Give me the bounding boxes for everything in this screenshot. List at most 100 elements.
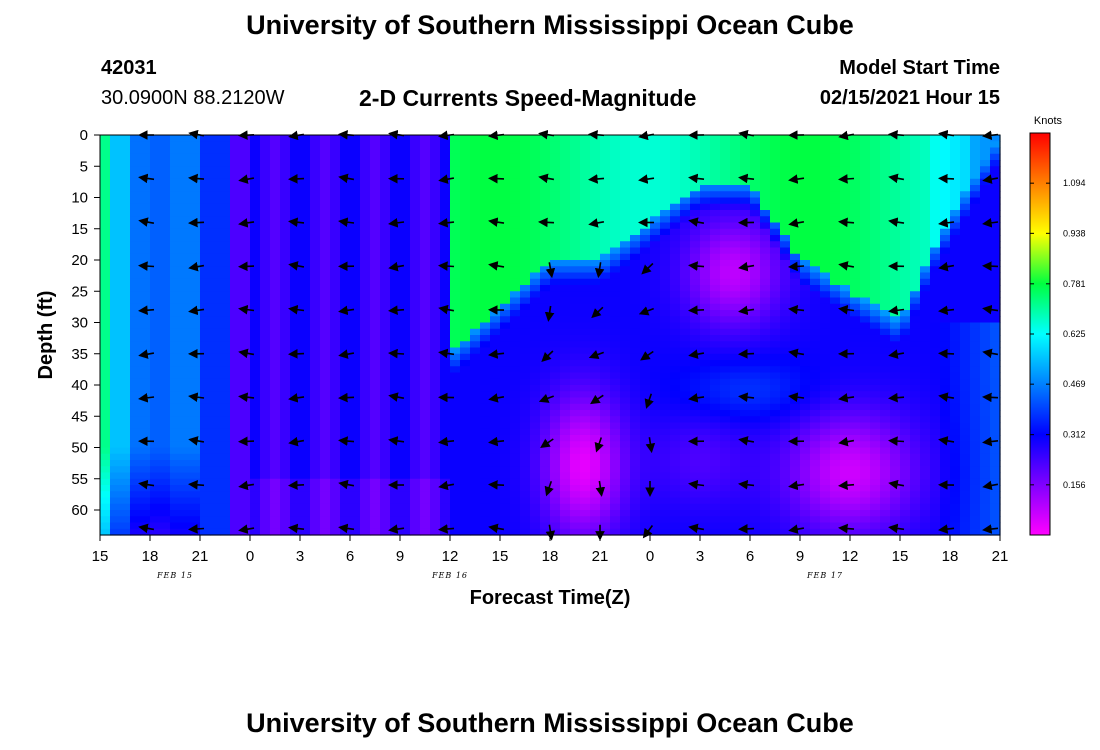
heatmap-cell (400, 210, 411, 217)
heatmap-cell (560, 403, 571, 411)
heatmap-cell (640, 291, 651, 299)
heatmap-cell (310, 316, 321, 324)
heatmap-cell (590, 228, 601, 236)
heatmap-cell (540, 316, 551, 324)
heatmap-cell (670, 266, 681, 274)
heatmap-cell (700, 528, 711, 536)
heatmap-cell (270, 260, 281, 267)
heatmap-cell (660, 253, 671, 261)
heatmap-cell (370, 160, 381, 167)
heatmap-cell (280, 441, 291, 449)
heatmap-cell (630, 310, 641, 317)
heatmap-cell (250, 260, 261, 267)
heatmap-cell (630, 341, 641, 349)
heatmap-cell (470, 441, 481, 449)
heatmap-cell (440, 197, 451, 205)
heatmap-cell (180, 466, 191, 474)
heatmap-cell (430, 222, 441, 230)
heatmap-cell (680, 135, 691, 142)
heatmap-cell (860, 135, 871, 142)
heatmap-cell (290, 316, 301, 324)
heatmap-cell (130, 385, 141, 392)
heatmap-cell (200, 228, 211, 236)
heatmap-cell (490, 485, 501, 492)
heatmap-cell (230, 216, 241, 224)
heatmap-cell (140, 197, 151, 205)
heatmap-cell (720, 341, 731, 349)
heatmap-cell (640, 272, 651, 280)
heatmap-cell (410, 341, 421, 349)
heatmap-cell (290, 441, 301, 449)
heatmap-cell (780, 316, 791, 324)
heatmap-cell (200, 316, 211, 324)
heatmap-cell (480, 266, 491, 274)
heatmap-cell (260, 422, 271, 430)
heatmap-cell (130, 503, 141, 511)
heatmap-cell (570, 335, 581, 342)
heatmap-cell (120, 141, 131, 149)
heatmap-cell (450, 353, 461, 361)
heatmap-cell (130, 397, 141, 405)
heatmap-cell (690, 160, 701, 167)
heatmap-cell (340, 253, 351, 261)
heatmap-cell (120, 391, 131, 399)
heatmap-cell (500, 260, 511, 267)
heatmap-cell (510, 228, 521, 236)
heatmap-cell (850, 528, 861, 536)
heatmap-cell (240, 466, 251, 474)
heatmap-cell (320, 272, 331, 280)
heatmap-cell (410, 497, 421, 505)
heatmap-cell (760, 328, 771, 336)
heatmap-cell (450, 222, 461, 230)
heatmap-cell (440, 235, 451, 242)
heatmap-cell (730, 472, 741, 480)
heatmap-cell (110, 516, 121, 524)
heatmap-cell (270, 435, 281, 442)
heatmap-cell (140, 410, 151, 417)
heatmap-cell (490, 322, 501, 330)
heatmap-cell (490, 472, 501, 480)
heatmap-cell (740, 228, 751, 236)
heatmap-cell (160, 466, 171, 474)
heatmap-cell (100, 328, 111, 336)
heatmap-cell (500, 478, 511, 486)
heatmap-cell (140, 497, 151, 505)
heatmap-cell (600, 203, 611, 211)
heatmap-cell (320, 228, 331, 236)
heatmap-cell (400, 391, 411, 399)
heatmap-cell (800, 166, 811, 174)
heatmap-cell (580, 266, 591, 274)
heatmap-cell (150, 472, 161, 480)
heatmap-cell (720, 497, 731, 505)
heatmap-cell (660, 410, 671, 417)
heatmap-cell (580, 166, 591, 174)
heatmap-cell (550, 172, 561, 180)
heatmap-cell (160, 353, 171, 361)
heatmap-cell (510, 485, 521, 492)
heatmap-cell (610, 172, 621, 180)
heatmap-cell (290, 191, 301, 199)
heatmap-cell (260, 516, 271, 524)
heatmap-cell (610, 353, 621, 361)
heatmap-cell (210, 335, 221, 342)
heatmap-cell (360, 328, 371, 336)
heatmap-cell (500, 360, 511, 367)
heatmap-cell (780, 372, 791, 380)
heatmap-cell (470, 291, 481, 299)
heatmap-cell (770, 172, 781, 180)
heatmap-cell (320, 478, 331, 486)
heatmap-cell (520, 228, 531, 236)
heatmap-cell (790, 322, 801, 330)
heatmap-cell (820, 166, 831, 174)
heatmap-cell (230, 372, 241, 380)
heatmap-cell (500, 416, 511, 424)
heatmap-cell (530, 385, 541, 392)
heatmap-cell (640, 422, 651, 430)
heatmap-cell (740, 428, 751, 436)
heatmap-cell (170, 435, 181, 442)
heatmap-cell (120, 191, 131, 199)
heatmap-cell (570, 297, 581, 305)
heatmap-cell (610, 322, 621, 330)
heatmap-cell (650, 303, 661, 311)
heatmap-cell (850, 172, 861, 180)
